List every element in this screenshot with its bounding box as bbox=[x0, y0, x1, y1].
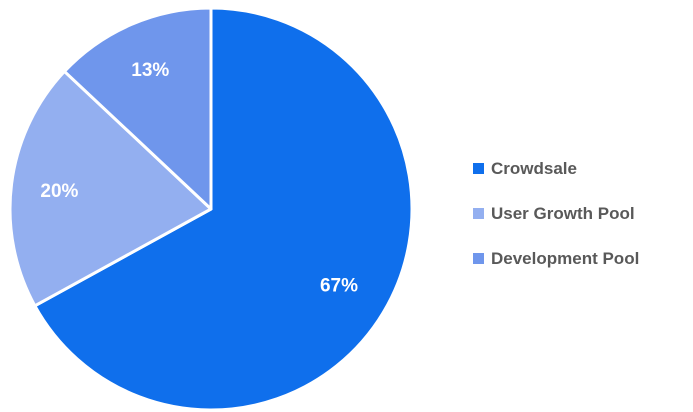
legend-label-crowdsale: Crowdsale bbox=[491, 158, 577, 178]
pie-slice-user-growth-pool bbox=[8, 69, 213, 308]
legend-label-user-growth-pool: User Growth Pool bbox=[491, 203, 635, 223]
legend-item-user-growth-pool: User Growth Pool bbox=[473, 202, 688, 225]
slice-label-user-growth-pool: 20% bbox=[40, 181, 78, 202]
legend-swatch-user-growth-pool bbox=[473, 208, 484, 219]
pie-slice-development-pool bbox=[62, 6, 213, 211]
pie-data-labels: 67% 20% 13% bbox=[40, 60, 358, 297]
pie-slice-crowdsale bbox=[33, 6, 414, 412]
pie-slices bbox=[8, 6, 414, 412]
legend-item-development-pool: Development Pool bbox=[473, 247, 688, 270]
chart-legend: Crowdsale User Growth Pool Development P… bbox=[473, 157, 688, 292]
legend-item-crowdsale: Crowdsale bbox=[473, 157, 688, 180]
legend-swatch-development-pool bbox=[473, 253, 484, 264]
slice-label-crowdsale: 67% bbox=[320, 276, 358, 297]
slice-label-development-pool: 13% bbox=[131, 60, 169, 81]
legend-swatch-crowdsale bbox=[473, 163, 484, 174]
legend-label-development-pool: Development Pool bbox=[491, 248, 640, 268]
